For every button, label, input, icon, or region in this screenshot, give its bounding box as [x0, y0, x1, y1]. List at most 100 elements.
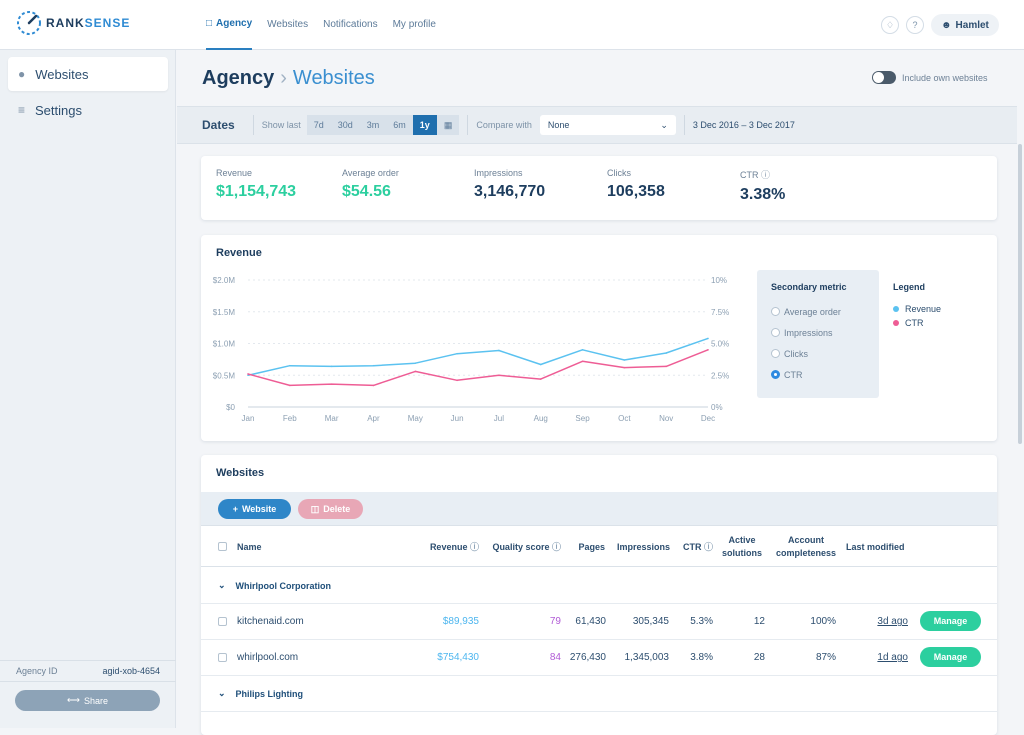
scrollbar[interactable]: [1018, 144, 1022, 444]
data-point-revenue: [498, 349, 500, 352]
ctr-value: 3.8%: [690, 652, 713, 663]
group-row[interactable]: ⌄ Whirlpool Corporation: [201, 568, 997, 604]
tab-my-profile[interactable]: My profile: [392, 19, 436, 30]
col-ctr[interactable]: CTR ⓘ: [682, 542, 713, 552]
y-left-tick-label: $1.5M: [213, 308, 236, 317]
chevron-down-icon: ⌄: [660, 119, 668, 130]
col-account-completeness[interactable]: Account completeness: [775, 535, 837, 558]
y-right-tick-label: 10%: [711, 276, 727, 285]
col-quality-score[interactable]: Quality score ⓘ: [492, 542, 561, 552]
kpi-impressions: Impressions 3,146,770: [474, 168, 546, 200]
group-row[interactable]: ⌄ Philips Lighting: [201, 676, 997, 712]
x-tick-label: Jul: [494, 414, 504, 423]
period-3m[interactable]: 3m: [359, 115, 387, 135]
data-point-ctr: [456, 379, 458, 382]
chevron-down-icon[interactable]: ⌄: [218, 580, 226, 590]
agency-id-value: agid-xob-4654: [102, 666, 160, 676]
completeness-value: 100%: [810, 616, 836, 627]
share-icon: ⟷: [67, 695, 80, 705]
y-left-tick-label: $2.0M: [213, 276, 236, 285]
websites-card: Websites + Website ◫ Delete Name Revenue ⓘ…: [201, 455, 997, 735]
kpi-card: Revenue $1,154,743 Average order $54.56 Im…: [201, 156, 997, 220]
row-checkbox[interactable]: [218, 617, 227, 626]
kpi-revenue: Revenue $1,154,743: [216, 168, 297, 200]
series-line-revenue: [247, 337, 709, 377]
sidebar-item-settings[interactable]: ≡ Settings: [18, 102, 82, 118]
add-website-button[interactable]: + Website: [218, 499, 291, 519]
data-point-ctr: [498, 374, 500, 377]
user-menu[interactable]: ☻ Hamlet: [931, 14, 999, 36]
data-point-ctr: [623, 366, 626, 369]
info-icon[interactable]: ⓘ: [761, 170, 771, 180]
include-own-toggle[interactable]: [872, 71, 896, 84]
main-nav: □ Agency Websites Notifications My profi…: [206, 0, 436, 50]
top-bar: RANKSENSE □ Agency Websites Notification…: [0, 0, 1024, 50]
logo[interactable]: RANKSENSE: [16, 10, 130, 36]
y-left-tick-label: $0.5M: [213, 371, 236, 380]
compare-select[interactable]: None ⌄: [539, 115, 676, 135]
date-range: 3 Dec 2016 – 3 Dec 2017: [692, 120, 795, 130]
completeness-value: 87%: [815, 652, 836, 663]
help-icon[interactable]: ?: [906, 16, 924, 34]
y-right-tick-label: 2.5%: [711, 371, 729, 380]
table-row: whirlpool.com $754,430 84 276,430 1,345,…: [201, 640, 997, 676]
modified-link[interactable]: 1d ago: [877, 652, 908, 663]
period-6m[interactable]: 6m: [386, 115, 413, 135]
y-right-tick-label: 0%: [711, 403, 723, 412]
manage-button[interactable]: Manage: [920, 611, 981, 631]
calendar-icon[interactable]: ▦: [436, 115, 460, 135]
data-point-revenue: [623, 359, 626, 361]
info-icon: ⓘ: [469, 542, 479, 552]
tab-agency[interactable]: □ Agency: [206, 0, 253, 50]
delete-button[interactable]: ◫ Delete: [298, 499, 363, 519]
period-30d[interactable]: 30d: [330, 115, 360, 135]
period-1y[interactable]: 1y: [412, 115, 437, 135]
gauge-icon: [17, 11, 41, 35]
radio-ctr[interactable]: CTR: [771, 364, 865, 385]
chevron-down-icon[interactable]: ⌄: [218, 688, 226, 698]
radio-circle: [771, 307, 780, 316]
active-value: 12: [753, 616, 765, 627]
col-name[interactable]: Name: [237, 542, 262, 552]
col-last-modified[interactable]: Last modified: [846, 542, 905, 552]
impressions-value: 1,345,003: [624, 652, 670, 663]
sidebar-item-websites[interactable]: ● Websites: [8, 57, 168, 91]
share-button[interactable]: ⟷ Share: [15, 690, 160, 711]
sliders-icon: ≡: [18, 103, 26, 117]
radio-impressions[interactable]: Impressions: [771, 322, 865, 343]
data-point-revenue: [289, 364, 291, 367]
revenue-value: $754,430: [437, 652, 479, 663]
row-checkbox[interactable]: [218, 653, 227, 662]
radio-circle: [771, 349, 780, 358]
breadcrumb: Agency › Websites: [202, 67, 375, 90]
period-7d[interactable]: 7d: [306, 115, 331, 135]
data-point-ctr: [581, 360, 584, 363]
col-impressions[interactable]: Impressions: [616, 542, 670, 552]
secondary-metric-panel: Secondary metric Average order Impressio…: [757, 270, 879, 398]
radio-circle: [771, 370, 780, 379]
breadcrumb-parent[interactable]: Agency: [202, 67, 275, 89]
website-name[interactable]: whirlpool.com: [237, 652, 299, 663]
revenue-value: $89,935: [442, 616, 479, 627]
table-header: Name Revenue ⓘ Quality score ⓘ Pages Imp…: [201, 527, 997, 567]
radio-average-order[interactable]: Average order: [771, 301, 865, 322]
tab-notifications[interactable]: Notifications: [323, 19, 378, 30]
col-active-solutions[interactable]: Active solutions: [722, 535, 762, 558]
divider: [252, 115, 254, 135]
manage-button[interactable]: Manage: [920, 647, 981, 667]
trash-icon: ◫: [310, 503, 320, 514]
tab-websites[interactable]: Websites: [267, 19, 309, 30]
col-revenue[interactable]: Revenue ⓘ: [429, 542, 479, 552]
quality-value: 84: [549, 652, 561, 663]
col-pages[interactable]: Pages: [578, 542, 605, 552]
data-point-revenue: [456, 352, 458, 355]
kpi-average-order: Average order $54.56: [342, 168, 399, 200]
radio-clicks[interactable]: Clicks: [771, 343, 865, 364]
select-all-checkbox[interactable]: [218, 542, 227, 551]
website-name[interactable]: kitchenaid.com: [237, 616, 304, 627]
page-header: Agency › Websites Include own websites: [177, 50, 1017, 106]
dates-bar: Dates Show last 7d 30d 3m 6m 1y ▦ Compar…: [177, 106, 1017, 144]
data-point-ctr: [414, 370, 417, 373]
bell-icon[interactable]: ♢: [881, 16, 899, 34]
modified-link[interactable]: 3d ago: [877, 616, 908, 627]
